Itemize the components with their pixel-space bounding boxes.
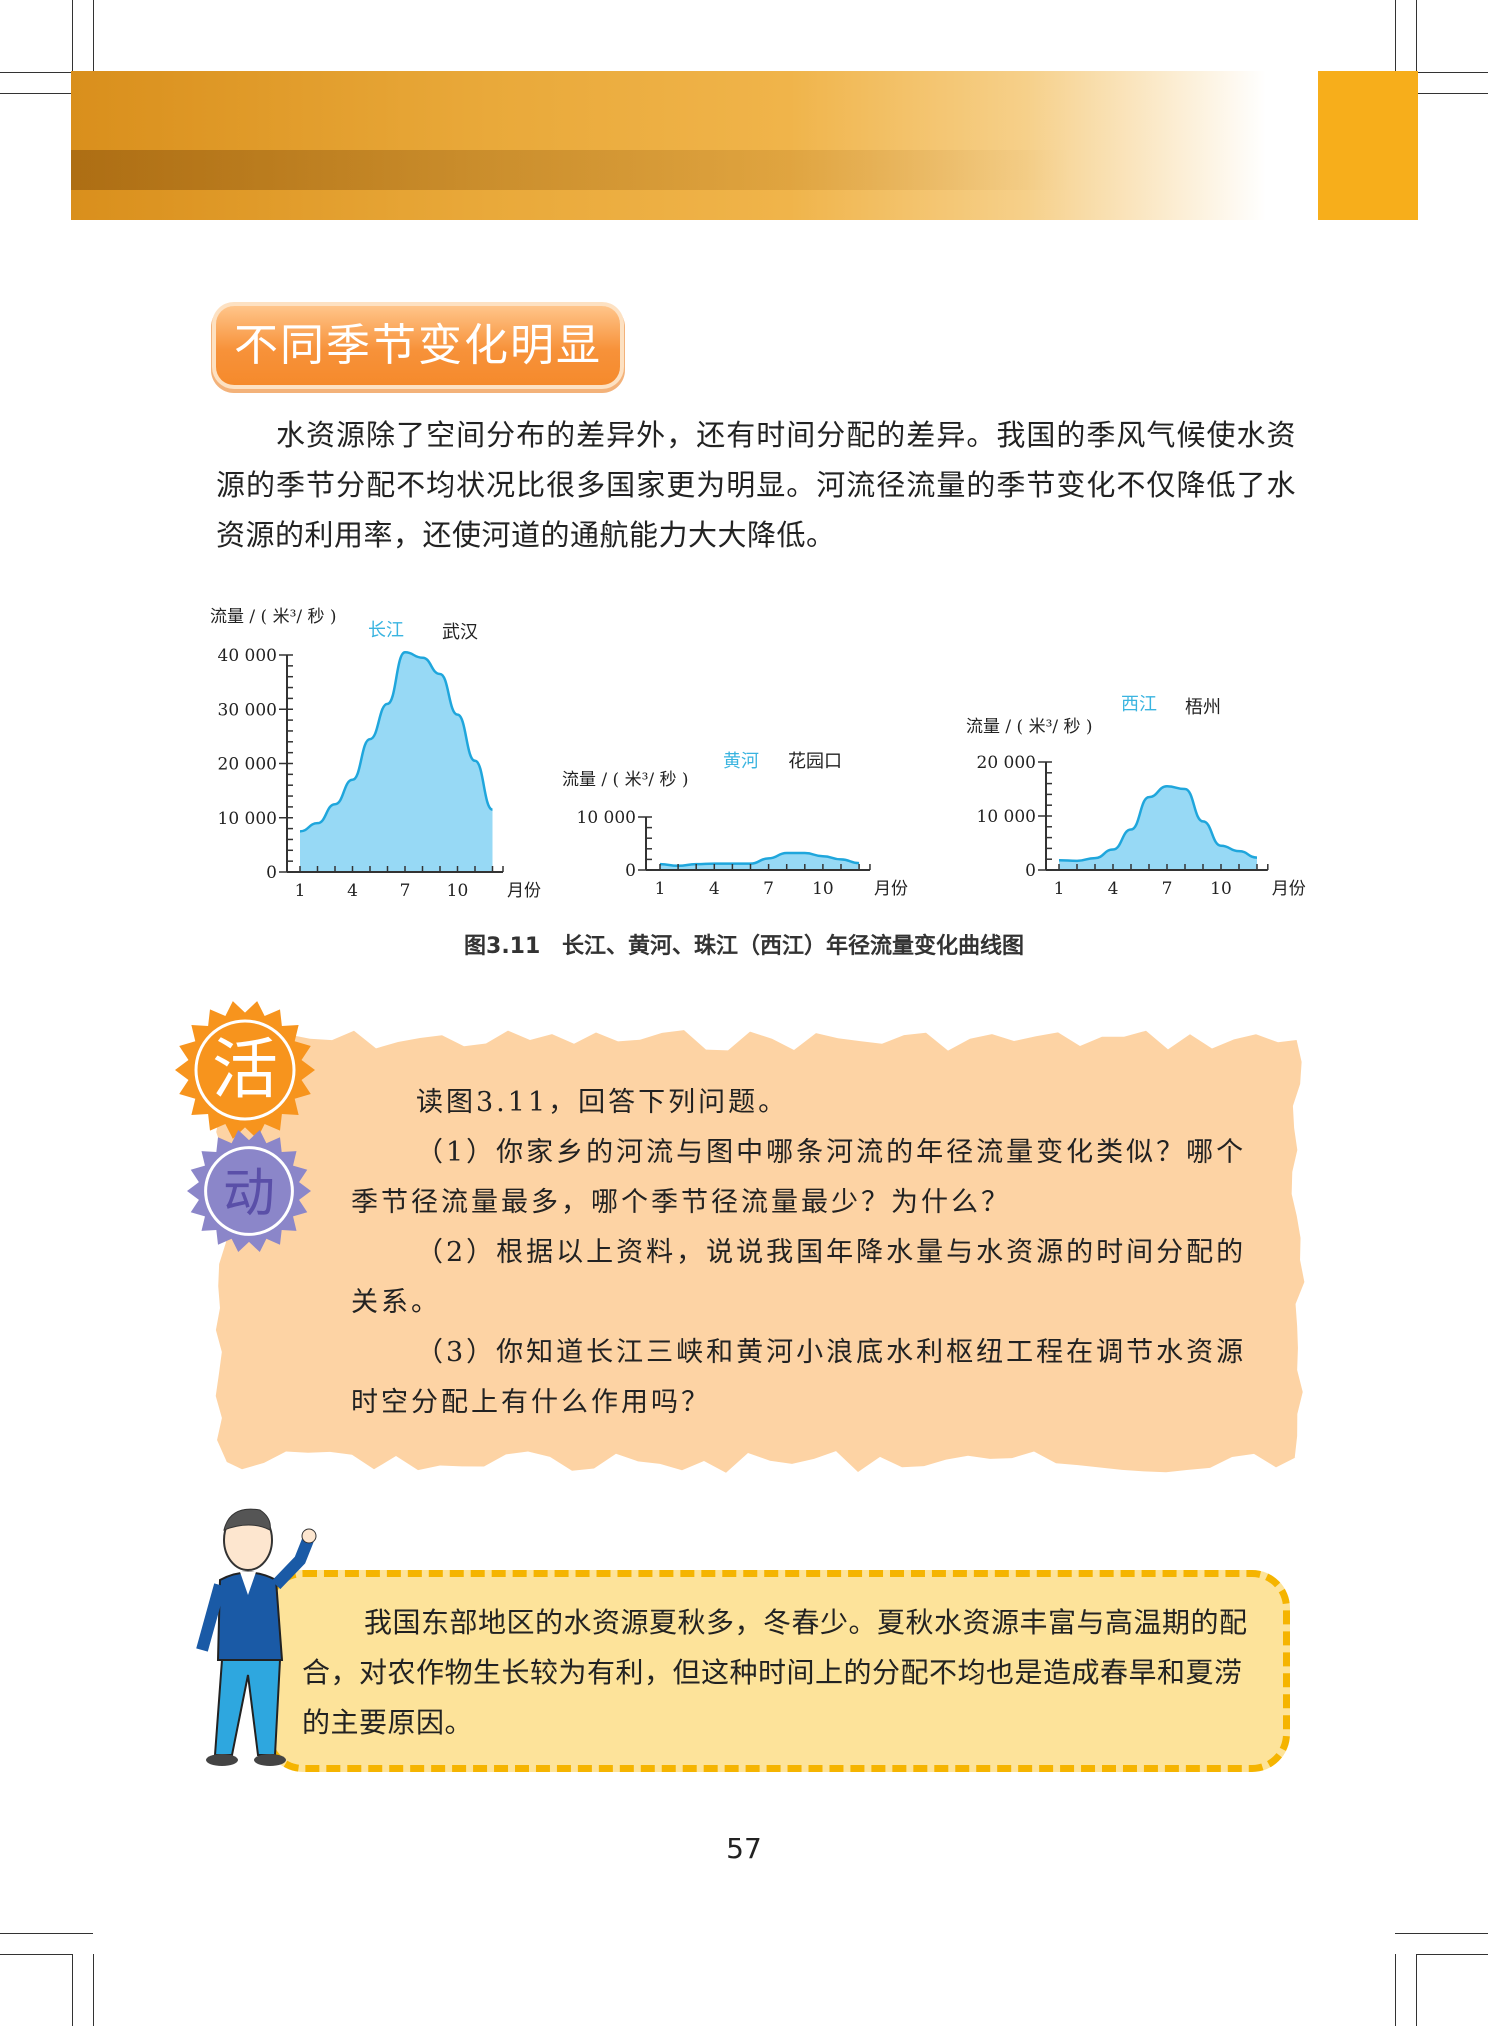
crop-mark	[0, 72, 93, 73]
x-tick-label: 10	[812, 879, 834, 899]
x-axis-label: 月份	[507, 881, 541, 901]
page-number: 57	[726, 1832, 762, 1865]
x-tick-label: 7	[400, 881, 411, 901]
y-tick-label: 10 000	[977, 807, 1036, 827]
chart-line	[1058, 785, 1258, 863]
crop-mark	[72, 0, 73, 72]
river-name: 黄河	[723, 751, 759, 772]
chart-area-fill	[300, 652, 493, 872]
crop-mark	[1395, 1933, 1488, 1934]
y-tick-label: 0	[266, 863, 277, 883]
x-tick-label: 1	[655, 879, 666, 899]
chart-line	[659, 851, 860, 868]
x-tick-label: 1	[295, 881, 306, 901]
crop-mark	[1395, 1954, 1396, 2026]
y-axis-label: 流量 / ( 米³/ 秒 )	[966, 717, 1093, 737]
dam-silhouette	[71, 150, 1071, 190]
crop-mark	[1416, 0, 1417, 93]
body-paragraph: 水资源除了空间分布的差异外，还有时间分配的差异。我国的季风气候使水资源的季节分配…	[216, 418, 1296, 552]
crop-mark	[1395, 93, 1488, 94]
x-tick-label: 4	[347, 881, 358, 901]
station-name: 花园口	[788, 751, 842, 772]
y-tick-label: 10 000	[577, 808, 636, 828]
y-tick-label: 0	[625, 861, 636, 881]
river-name: 西江	[1121, 694, 1157, 715]
header-banner-photo	[71, 71, 1266, 220]
y-tick-label: 10 000	[218, 809, 277, 829]
crop-mark	[0, 93, 72, 94]
y-axis-label: 流量 / ( 米³/ 秒 )	[562, 770, 689, 790]
station-name: 武汉	[442, 622, 478, 643]
section-title: 不同季节变化明显	[216, 306, 620, 385]
station-name: 梧州	[1185, 697, 1221, 718]
y-tick-label: 20 000	[218, 755, 277, 775]
activity-text: 读图3.11，回答下列问题。 （1）你家乡的河流与图中哪条河流的年径流量变化类似…	[351, 1078, 1256, 1428]
activity-question: （1）你家乡的河流与图中哪条河流的年径流量变化类似？哪个季节径流量最多，哪个季节…	[351, 1137, 1247, 1218]
header-accent-block	[1318, 71, 1418, 220]
crop-mark	[1416, 1954, 1417, 2026]
crop-mark	[1416, 1954, 1488, 1955]
x-tick-label: 10	[447, 881, 469, 901]
y-tick-label: 0	[1025, 861, 1036, 881]
gear-center	[194, 1019, 296, 1121]
crop-mark	[1395, 0, 1396, 72]
activity-question: （3）你知道长江三峡和黄河小浪底水利枢纽工程在调节水资源时空分配上有什么作用吗？	[351, 1337, 1247, 1418]
teacher-illustration	[196, 1508, 317, 1766]
activity-gear-icon	[187, 1129, 311, 1253]
tip-box	[265, 1570, 1290, 1772]
y-tick-label: 40 000	[218, 646, 277, 666]
activity-badge-char: 动	[223, 1164, 275, 1224]
x-tick-label: 10	[1210, 879, 1232, 899]
activity-gear-icon	[175, 1001, 315, 1139]
x-axis-label: 月份	[1272, 879, 1306, 899]
crop-mark	[1416, 72, 1488, 73]
crop-mark	[93, 0, 94, 72]
gear-center	[204, 1146, 294, 1236]
chart-area-fill	[1059, 786, 1257, 870]
tip-text: 我国东部地区的水资源夏秋多，冬春少。夏秋水资源丰富与高温期的配合，对农作物生长较…	[302, 1606, 1248, 1739]
x-tick-label: 7	[763, 879, 774, 899]
activity-badge-char: 活	[212, 1031, 278, 1108]
chart-line	[299, 651, 494, 833]
activity-question: （2）根据以上资料，说说我国年降水量与水资源的时间分配的关系。	[351, 1237, 1247, 1318]
x-tick-label: 7	[1162, 879, 1173, 899]
torn-paper-background	[215, 1030, 1305, 1473]
activity-intro: 读图3.11，回答下列问题。	[416, 1087, 789, 1118]
y-axis-label: 流量 / ( 米³/ 秒 )	[210, 607, 337, 627]
activity-box: 活 动	[175, 1001, 1305, 1473]
river-name: 长江	[368, 620, 404, 641]
y-tick-label: 30 000	[218, 700, 277, 720]
figure-caption: 图3.11 长江、黄河、珠江（西江）年径流量变化曲线图	[464, 934, 1024, 959]
x-axis-label: 月份	[874, 879, 908, 899]
crop-mark	[72, 1954, 73, 2026]
crop-mark	[0, 1954, 72, 1955]
x-tick-label: 4	[1108, 879, 1119, 899]
x-tick-label: 4	[709, 879, 720, 899]
y-tick-label: 20 000	[977, 753, 1036, 773]
x-tick-label: 1	[1054, 879, 1065, 899]
crop-mark	[0, 1933, 93, 1934]
crop-mark	[93, 1954, 94, 2026]
